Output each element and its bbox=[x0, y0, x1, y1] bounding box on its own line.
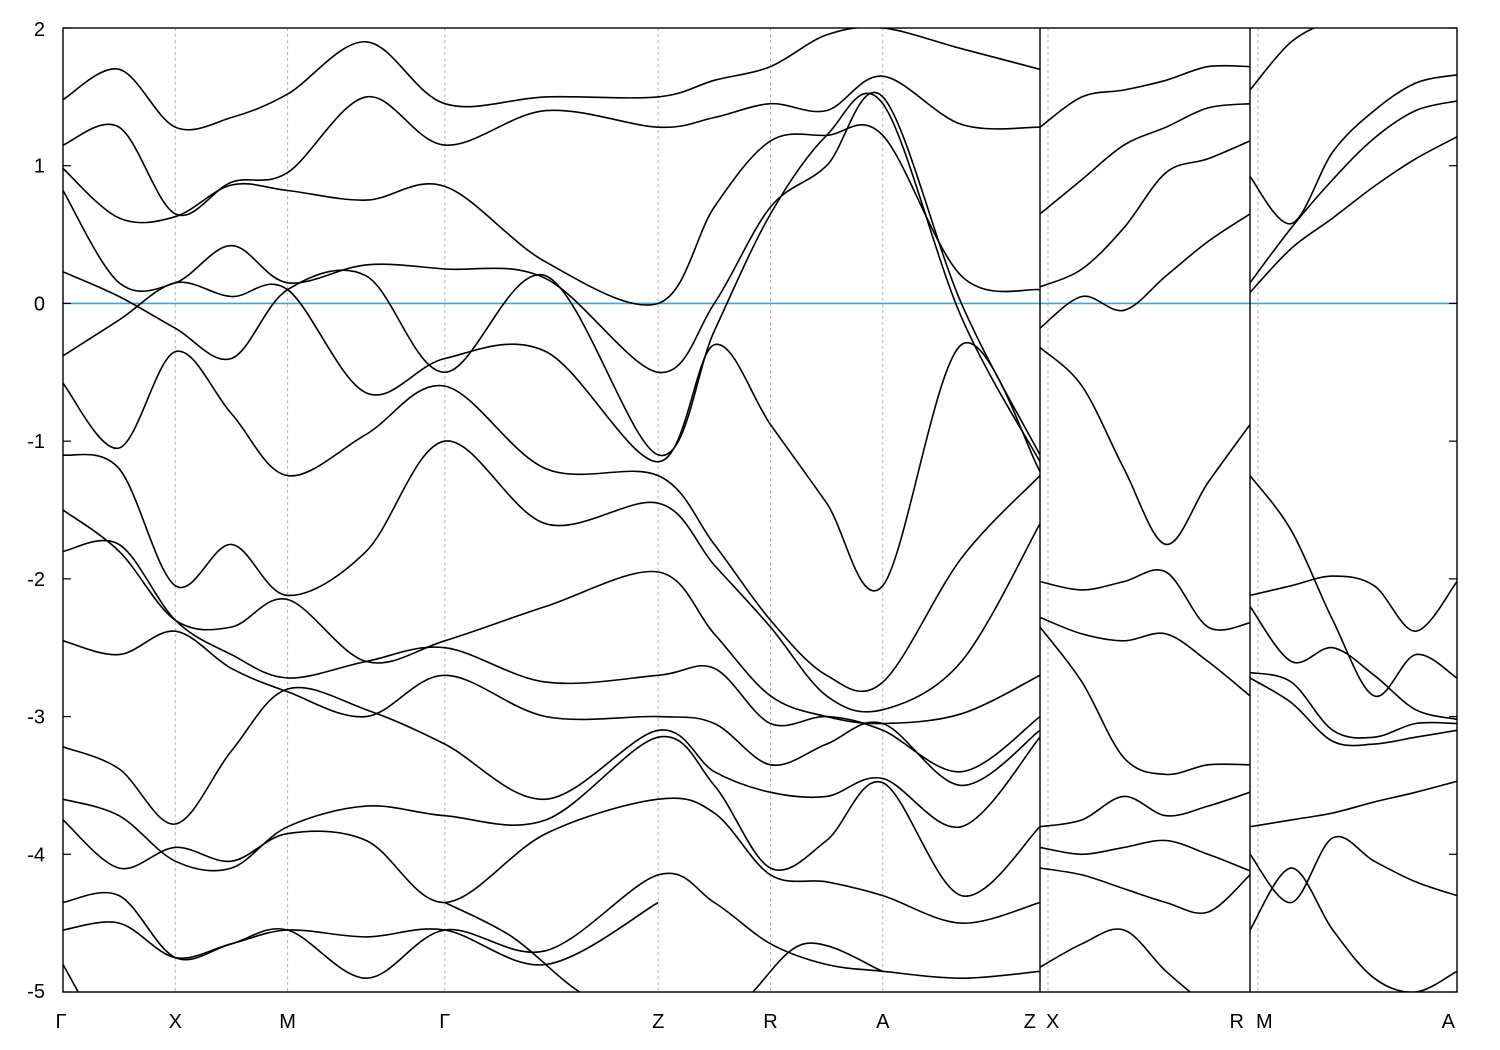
kpoint-label: M bbox=[1256, 1011, 1273, 1033]
band-line bbox=[63, 92, 1040, 463]
band-line bbox=[1250, 835, 1457, 904]
band-line bbox=[1040, 102, 1250, 215]
band-line bbox=[1250, 677, 1457, 747]
band-line bbox=[63, 901, 659, 966]
band-line bbox=[1250, 575, 1457, 633]
y-tick-label: 0 bbox=[34, 293, 45, 315]
band-line bbox=[63, 440, 1040, 713]
band-line bbox=[1040, 140, 1250, 288]
band-line bbox=[63, 797, 1040, 924]
labels-layer: 210-1-2-3-4-5Γ X M Γ Z R A Z X R M A bbox=[27, 19, 1455, 1033]
kpoint-label: Γ bbox=[55, 1011, 66, 1033]
kpoint-label: X bbox=[1046, 1011, 1059, 1033]
kpoint-label: Γ bbox=[439, 1011, 450, 1033]
band-line bbox=[63, 630, 1040, 787]
band-line bbox=[63, 539, 1040, 773]
band-line bbox=[1250, 74, 1457, 225]
band-line bbox=[1040, 867, 1250, 914]
band-line bbox=[63, 686, 1040, 829]
y-tick-label: -3 bbox=[27, 707, 45, 729]
kpoint-label: Z bbox=[652, 1011, 664, 1033]
band-line bbox=[1040, 213, 1250, 329]
band-line bbox=[1250, 605, 1457, 721]
kpoint-label: R bbox=[1230, 1011, 1244, 1033]
band-line bbox=[444, 901, 884, 992]
band-line bbox=[1040, 839, 1250, 872]
band-line bbox=[63, 872, 1040, 979]
bands-layer bbox=[63, 28, 1457, 992]
band-line bbox=[1250, 28, 1317, 91]
band-line bbox=[63, 28, 1040, 131]
plot-frame bbox=[62, 27, 1458, 993]
kpoint-label: M bbox=[279, 1011, 296, 1033]
band-line bbox=[1040, 64, 1250, 128]
y-tick-label: -2 bbox=[27, 569, 45, 591]
band-line bbox=[1250, 671, 1457, 739]
y-tick-label: 2 bbox=[34, 19, 45, 41]
band-line bbox=[1040, 626, 1250, 776]
band-line bbox=[1250, 867, 1457, 992]
y-tick-label: -5 bbox=[27, 981, 45, 1003]
y-tick-label: -4 bbox=[27, 844, 45, 866]
band-line bbox=[63, 509, 1040, 725]
band-line bbox=[1040, 346, 1250, 546]
band-line bbox=[63, 124, 1040, 306]
band-line bbox=[63, 350, 1040, 693]
band-line bbox=[1250, 780, 1457, 828]
band-line bbox=[1250, 100, 1457, 284]
kpoint-label: Z bbox=[1024, 1011, 1036, 1033]
band-line bbox=[1250, 475, 1457, 697]
band-line bbox=[63, 735, 1040, 897]
band-line bbox=[1040, 928, 1192, 992]
band-line bbox=[1250, 136, 1457, 293]
kpoint-label: A bbox=[876, 1011, 890, 1033]
grid-layer bbox=[174, 28, 1259, 992]
band-line bbox=[63, 91, 1040, 456]
band-line bbox=[63, 281, 1040, 592]
band-line bbox=[63, 75, 1040, 217]
frame-layer bbox=[62, 27, 1458, 993]
band-line bbox=[63, 964, 80, 992]
kpoint-label: A bbox=[1442, 1011, 1456, 1033]
band-line bbox=[1040, 791, 1250, 828]
band-line bbox=[1040, 616, 1250, 697]
kpoint-label: R bbox=[763, 1011, 777, 1033]
y-tick-label: -1 bbox=[27, 431, 45, 453]
kpoint-label: X bbox=[169, 1011, 182, 1033]
band-line bbox=[1040, 569, 1250, 631]
y-tick-label: 1 bbox=[34, 156, 45, 178]
